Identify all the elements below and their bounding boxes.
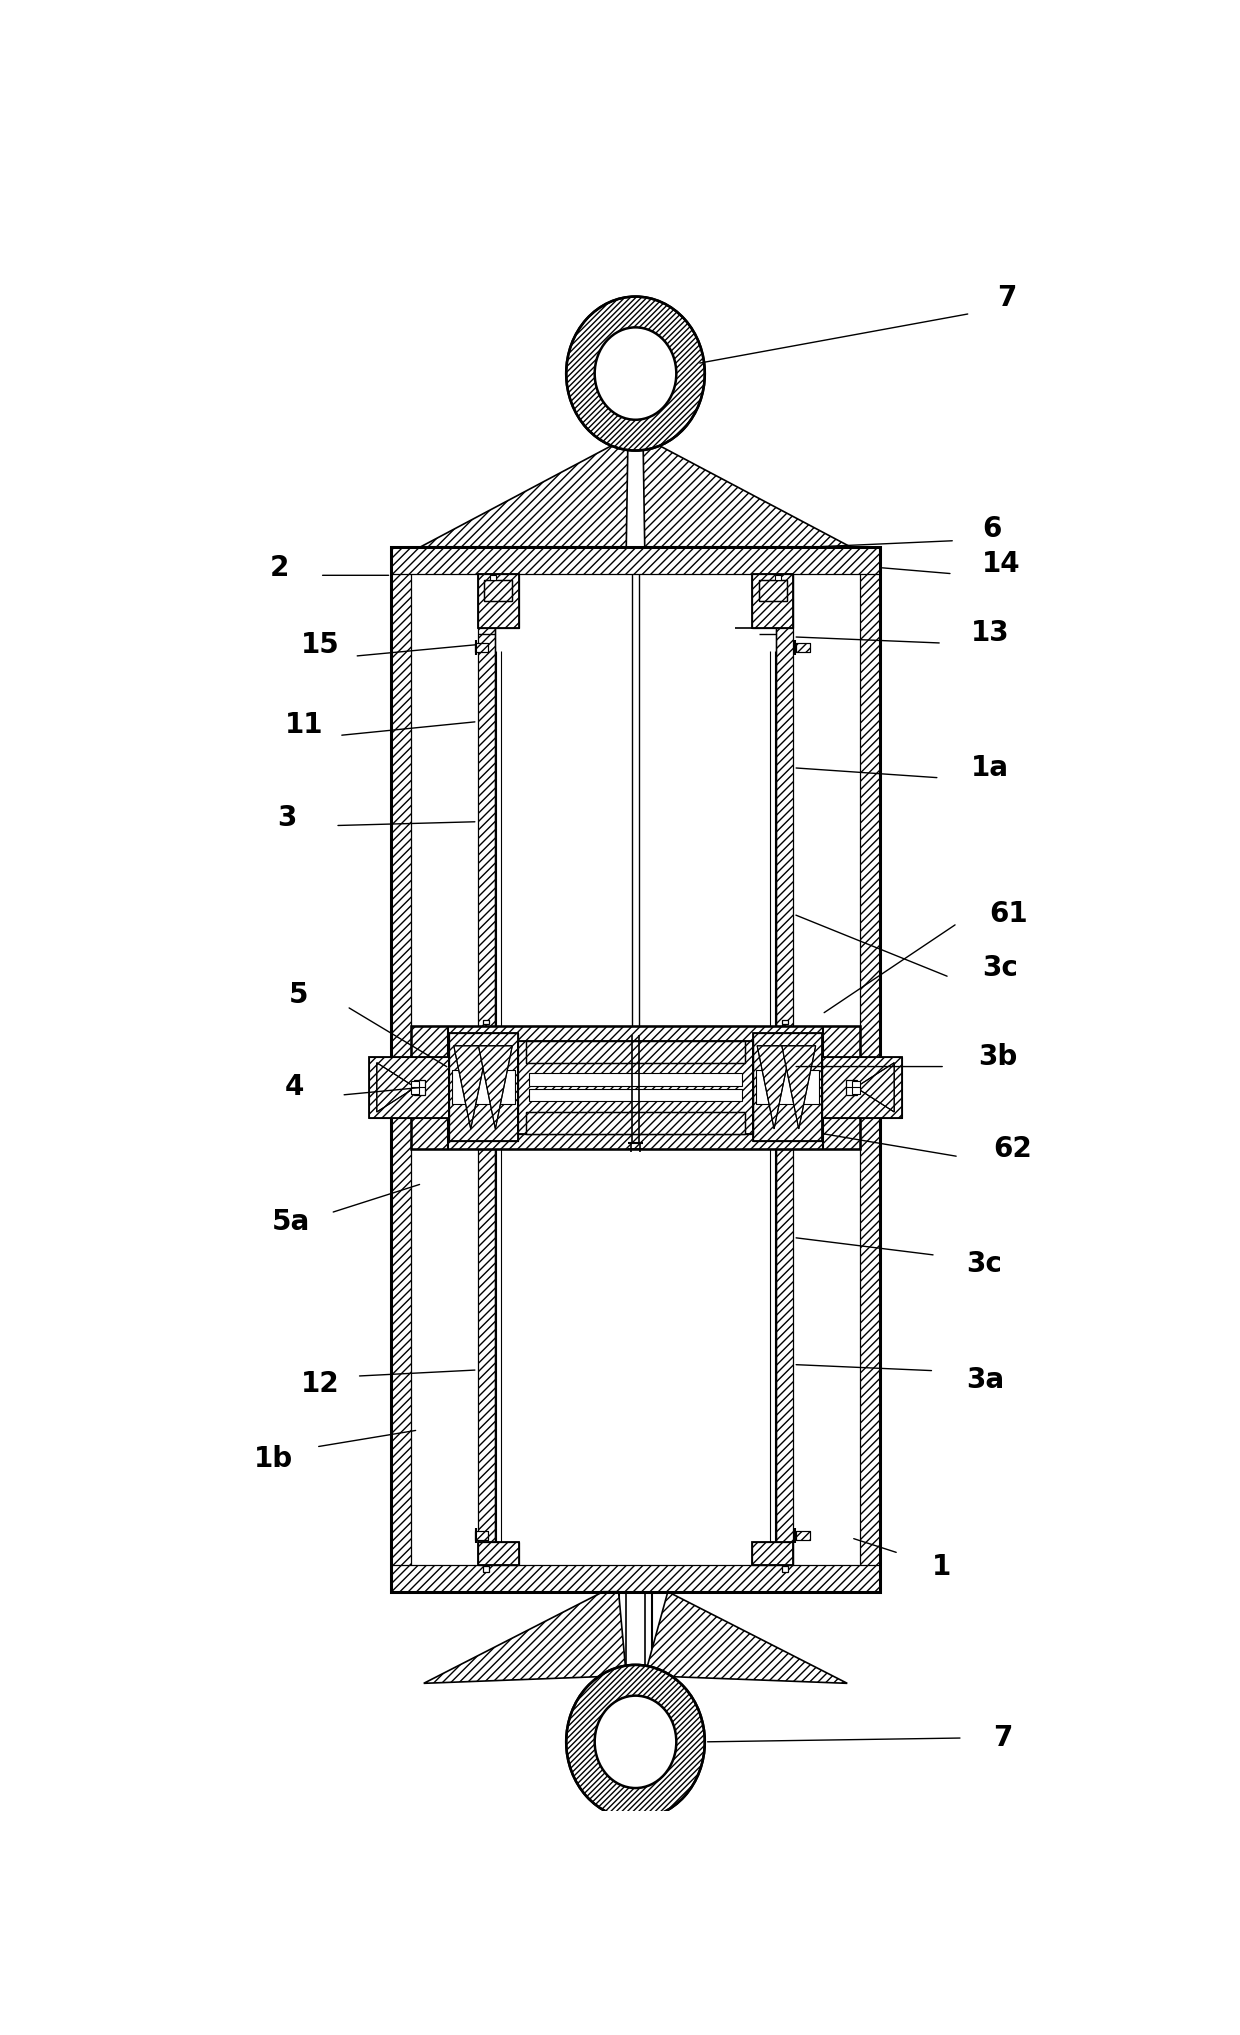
Text: 1: 1 [932,1553,951,1581]
Bar [484,580,512,602]
Text: 3c: 3c [967,1249,1002,1278]
Text: 3b: 3b [978,1042,1017,1070]
Text: 7: 7 [997,285,1017,311]
Bar [449,1034,518,1142]
Bar [776,574,794,1026]
Bar [751,574,794,627]
Bar [477,574,520,627]
Bar [781,1020,787,1024]
Bar [775,576,781,580]
Bar [475,1530,489,1540]
Ellipse shape [567,297,704,450]
Bar [477,574,520,627]
Bar [370,1056,449,1117]
Bar [529,1074,742,1087]
Bar [518,1042,753,1133]
Text: 3a: 3a [967,1365,1004,1394]
Bar [477,1543,520,1565]
Bar [477,1543,520,1565]
Bar [477,574,495,1026]
Text: 6: 6 [982,515,1002,543]
Bar [526,1111,745,1133]
Bar [490,576,496,580]
Text: 5a: 5a [272,1209,310,1235]
Bar [776,1150,794,1565]
Polygon shape [424,1591,626,1683]
Bar [392,1565,879,1591]
Text: 62: 62 [993,1136,1033,1162]
Text: 61: 61 [990,899,1028,928]
Bar [475,643,489,653]
Bar [796,643,810,653]
Text: 7: 7 [993,1724,1013,1752]
Text: 3c: 3c [982,954,1018,983]
Bar [822,1056,901,1117]
Text: 13: 13 [971,619,1009,647]
Polygon shape [856,1062,894,1111]
Text: 2: 2 [270,554,289,582]
Bar [526,1111,745,1133]
Polygon shape [781,1046,816,1129]
Bar [529,1089,742,1101]
Polygon shape [644,444,851,547]
Polygon shape [758,1046,791,1129]
Polygon shape [645,1591,847,1683]
Bar [414,1081,424,1095]
Bar [392,547,879,574]
Bar [412,1081,419,1093]
Bar [453,1070,516,1105]
Bar [751,1543,794,1565]
Bar [753,1034,822,1142]
Bar [751,1543,794,1565]
Bar [751,574,794,627]
Text: 3: 3 [278,804,296,832]
Bar [484,1020,490,1024]
Text: 12: 12 [300,1370,340,1398]
Text: 1a: 1a [971,753,1008,781]
Bar [847,1081,857,1095]
Bar [477,1150,495,1565]
Bar [370,1056,449,1117]
Bar [859,547,879,1591]
Bar [796,1530,810,1540]
Bar [753,1034,822,1142]
Text: 15: 15 [300,631,340,659]
Polygon shape [377,1062,415,1111]
Bar [796,643,810,653]
Bar [796,1530,810,1540]
Bar [759,580,787,602]
Ellipse shape [595,328,676,419]
Text: 11: 11 [285,712,324,739]
Bar [526,1042,745,1062]
Bar [412,1026,859,1150]
Bar [392,547,879,1591]
Bar [755,1070,818,1105]
Text: 4: 4 [285,1072,305,1101]
Bar [484,580,512,602]
Ellipse shape [595,1695,676,1789]
Bar [852,1081,859,1093]
Ellipse shape [567,1665,704,1819]
Bar [518,1042,753,1133]
Text: 5: 5 [289,981,309,1009]
Bar [526,1042,745,1062]
Text: 14: 14 [982,549,1021,578]
Bar [412,1026,859,1150]
Bar [475,643,489,653]
Bar [822,1056,901,1117]
Text: 1b: 1b [254,1445,294,1473]
Bar [449,1034,518,1142]
Bar [392,547,412,1591]
Bar [759,580,787,602]
Bar [781,1567,787,1573]
Polygon shape [479,1046,512,1129]
Bar [475,1530,489,1540]
Bar [484,1567,490,1573]
Polygon shape [454,1046,487,1129]
Polygon shape [420,444,627,547]
